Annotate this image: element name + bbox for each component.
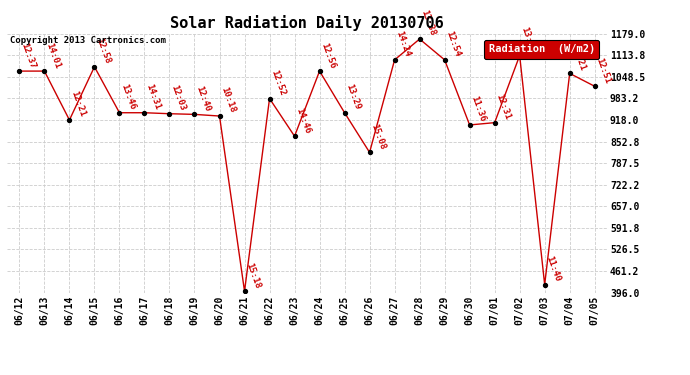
Text: 14:46: 14:46 (295, 106, 312, 135)
Text: 10:18: 10:18 (219, 86, 237, 114)
Point (164, 111, 175, 117)
Text: 12:31: 12:31 (495, 93, 512, 121)
Point (264, 96, 275, 102)
Text: 12:40: 12:40 (195, 84, 212, 113)
Text: 13:29: 13:29 (344, 83, 362, 111)
Point (564, 70, 575, 76)
Text: 14:24: 14:24 (395, 30, 412, 58)
Point (189, 111, 200, 117)
Point (139, 110, 150, 116)
Text: 12:37: 12:37 (19, 41, 37, 69)
Point (539, 282, 550, 288)
Point (414, 36, 425, 42)
Title: Solar Radiation Daily 20130706: Solar Radiation Daily 20130706 (170, 15, 444, 31)
Point (39, 68, 50, 74)
Text: 12:51: 12:51 (595, 56, 612, 85)
Legend: Radiation  (W/m2): Radiation (W/m2) (484, 40, 599, 58)
Point (239, 288, 250, 294)
Text: 12:03: 12:03 (170, 84, 187, 112)
Text: 13:46: 13:46 (520, 26, 538, 54)
Point (89, 64, 100, 70)
Text: 15:18: 15:18 (244, 261, 262, 290)
Point (214, 113, 225, 119)
Text: 14:01: 14:01 (44, 41, 62, 69)
Point (514, 53, 525, 58)
Point (464, 122, 475, 128)
Point (314, 68, 325, 74)
Text: 12:58: 12:58 (95, 37, 112, 65)
Text: 13:38: 13:38 (420, 9, 437, 38)
Text: 11:40: 11:40 (544, 255, 562, 283)
Point (339, 110, 350, 116)
Text: Copyright 2013 Cartronics.com: Copyright 2013 Cartronics.com (10, 36, 166, 45)
Point (489, 120, 500, 126)
Point (439, 57, 450, 63)
Text: 11:36: 11:36 (470, 95, 487, 123)
Text: 15:08: 15:08 (370, 122, 387, 151)
Point (389, 57, 400, 63)
Text: 12:52: 12:52 (270, 69, 287, 97)
Text: 14:31: 14:31 (144, 83, 162, 111)
Point (114, 110, 125, 116)
Point (364, 149, 375, 155)
Text: 13:46: 13:46 (119, 83, 137, 111)
Point (289, 133, 300, 139)
Point (64, 117, 75, 123)
Text: 12:21: 12:21 (70, 90, 87, 118)
Point (589, 83, 600, 89)
Text: 12:54: 12:54 (444, 30, 462, 58)
Text: 13:21: 13:21 (570, 44, 587, 72)
Text: 12:56: 12:56 (319, 41, 337, 69)
Point (14, 68, 25, 74)
